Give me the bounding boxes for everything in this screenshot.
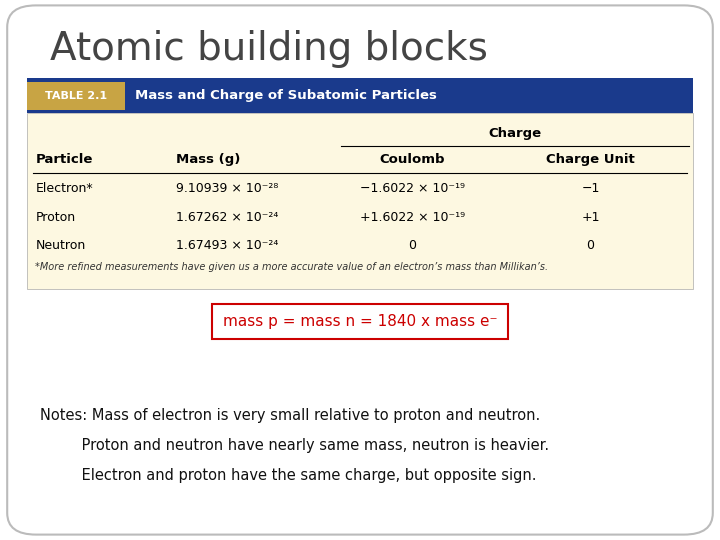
Text: mass p = mass n = 1840 x mass e⁻: mass p = mass n = 1840 x mass e⁻ (222, 314, 498, 329)
Text: Particle: Particle (36, 153, 94, 166)
Text: 9.10939 × 10⁻²⁸: 9.10939 × 10⁻²⁸ (176, 183, 279, 195)
Bar (27, 78, 693, 113)
Bar (27, 113, 693, 289)
Text: 1.67493 × 10⁻²⁴: 1.67493 × 10⁻²⁴ (176, 239, 279, 252)
Text: +1: +1 (581, 211, 600, 224)
Text: Electron and proton have the same charge, but opposite sign.: Electron and proton have the same charge… (40, 468, 536, 483)
Text: Electron*: Electron* (36, 183, 94, 195)
FancyBboxPatch shape (212, 303, 508, 339)
Bar (27, 82, 125, 110)
Text: Charge Unit: Charge Unit (546, 153, 635, 166)
Text: *More refined measurements have given us a more accurate value of an electron’s : *More refined measurements have given us… (35, 262, 548, 272)
Text: TABLE 2.1: TABLE 2.1 (45, 91, 107, 101)
Text: −1.6022 × 10⁻¹⁹: −1.6022 × 10⁻¹⁹ (360, 183, 465, 195)
Text: Notes: Mass of electron is very small relative to proton and neutron.: Notes: Mass of electron is very small re… (40, 408, 540, 423)
Text: 0: 0 (408, 239, 417, 252)
Text: Atomic building blocks: Atomic building blocks (50, 30, 488, 68)
Text: 1.67262 × 10⁻²⁴: 1.67262 × 10⁻²⁴ (176, 211, 279, 224)
Text: Neutron: Neutron (36, 239, 86, 252)
Text: +1.6022 × 10⁻¹⁹: +1.6022 × 10⁻¹⁹ (360, 211, 465, 224)
Text: Mass (g): Mass (g) (176, 153, 240, 166)
Text: −1: −1 (581, 183, 600, 195)
Text: Proton and neutron have nearly same mass, neutron is heavier.: Proton and neutron have nearly same mass… (40, 438, 549, 453)
Text: Charge: Charge (488, 127, 541, 140)
Text: 0: 0 (586, 239, 595, 252)
Text: Mass and Charge of Subatomic Particles: Mass and Charge of Subatomic Particles (135, 89, 437, 103)
Text: Proton: Proton (36, 211, 76, 224)
Text: Coulomb: Coulomb (380, 153, 445, 166)
